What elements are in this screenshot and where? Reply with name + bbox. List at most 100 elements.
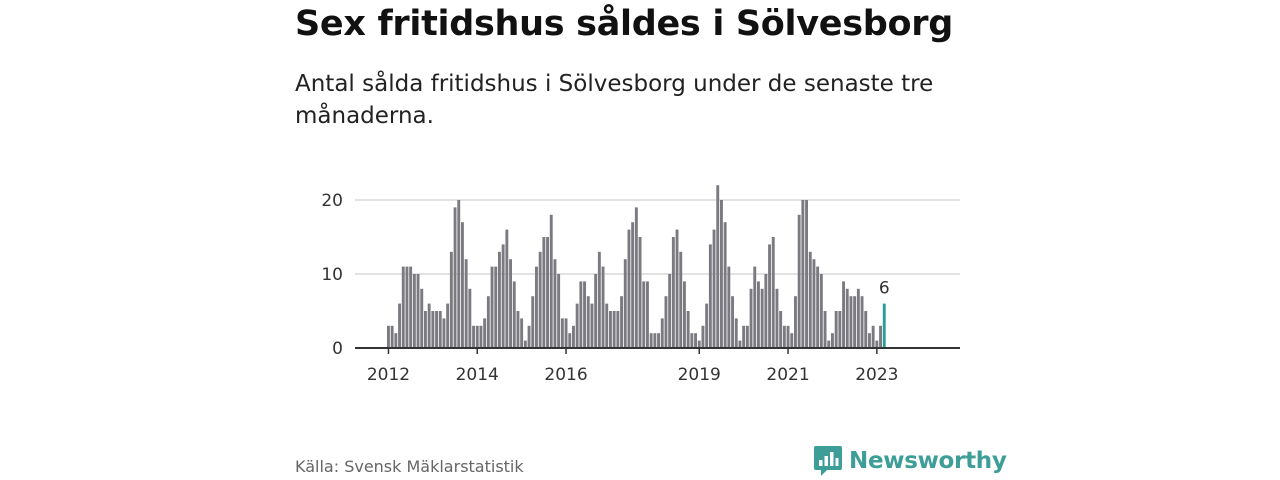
bar [527,325,531,348]
bar [764,274,768,348]
bar [771,237,775,348]
bar [442,318,446,348]
bar [560,318,564,348]
bar [401,266,405,348]
bar [424,311,427,348]
bar [590,303,594,348]
bar [594,274,598,348]
source-note: Källa: Svensk Mäklarstatistik [295,457,524,476]
x-axis-labels: 2012 2014 2016 2019 2021 2023 [367,348,898,385]
bar [449,251,453,348]
bar [738,340,742,348]
bar [475,325,479,348]
bar [753,266,757,348]
bar [564,318,568,348]
bar [705,303,709,348]
bar [683,281,686,348]
bar [819,274,823,348]
y-tick-label: 10 [321,265,343,285]
bar [631,222,635,348]
bar [864,311,868,348]
bar [790,333,794,348]
bar-chart: 0 10 20 2012 2014 2016 2019 2021 2023 6 [321,185,960,385]
bar [461,222,464,348]
bar [871,325,875,348]
x-tick-label: 2021 [766,365,809,385]
bar [720,200,723,348]
data-label-latest: 6 [879,279,890,299]
bar [542,237,546,348]
bar [620,296,623,348]
x-tick-label: 2016 [544,365,587,385]
bar [394,333,398,348]
bar [494,266,498,348]
bar [731,296,734,348]
bar [501,244,505,348]
bar [782,325,786,348]
bar [823,311,827,348]
bar [649,333,653,348]
bar [668,274,672,348]
chart-card: Sex fritidshus såldes i Sölvesborg Antal… [295,0,1007,480]
bar [646,281,649,348]
bar [775,288,779,348]
bar [879,325,882,348]
bar [831,333,834,348]
bar [801,200,805,348]
bar [512,281,516,348]
bar [845,288,849,348]
bar [479,325,483,348]
grid-lines [355,199,960,275]
bar [875,340,879,348]
bar [634,207,638,348]
bar [435,311,438,348]
bar [812,259,816,348]
bar [505,229,509,348]
bar [549,214,553,348]
bars [387,185,886,348]
bar [827,340,831,348]
bar [498,251,501,348]
bar [609,311,612,348]
bar [653,333,657,348]
bar [583,281,586,348]
bar [586,296,590,348]
bar [412,274,416,348]
bar [716,185,720,348]
bar [701,325,705,348]
bar [420,288,424,348]
x-tick-label: 2023 [855,365,898,385]
newsworthy-logo-icon [814,446,842,476]
bar [671,237,675,348]
bar [749,288,753,348]
bar [679,251,683,348]
x-tick-label: 2014 [456,365,499,385]
bar [572,325,575,348]
bar [786,325,790,348]
bar [856,288,860,348]
brand-logo: Newsworthy [813,444,1007,478]
bar [834,311,838,348]
y-tick-label: 20 [321,191,343,211]
bar [842,281,845,348]
bar [431,311,435,348]
bar [712,229,716,348]
bar [601,266,605,348]
bar [616,311,620,348]
data-labels: 6 [879,279,890,299]
bar [557,274,561,348]
bar [660,318,664,348]
bar [579,281,583,348]
bar [597,251,601,348]
x-tick-label: 2012 [367,365,410,385]
bar [453,207,457,348]
bar [808,251,812,348]
bar [745,325,749,348]
bar [690,333,694,348]
bar [757,281,760,348]
bar [486,296,490,348]
bar [638,237,642,348]
bar [612,311,616,348]
bar [509,259,512,348]
bar [416,274,420,348]
